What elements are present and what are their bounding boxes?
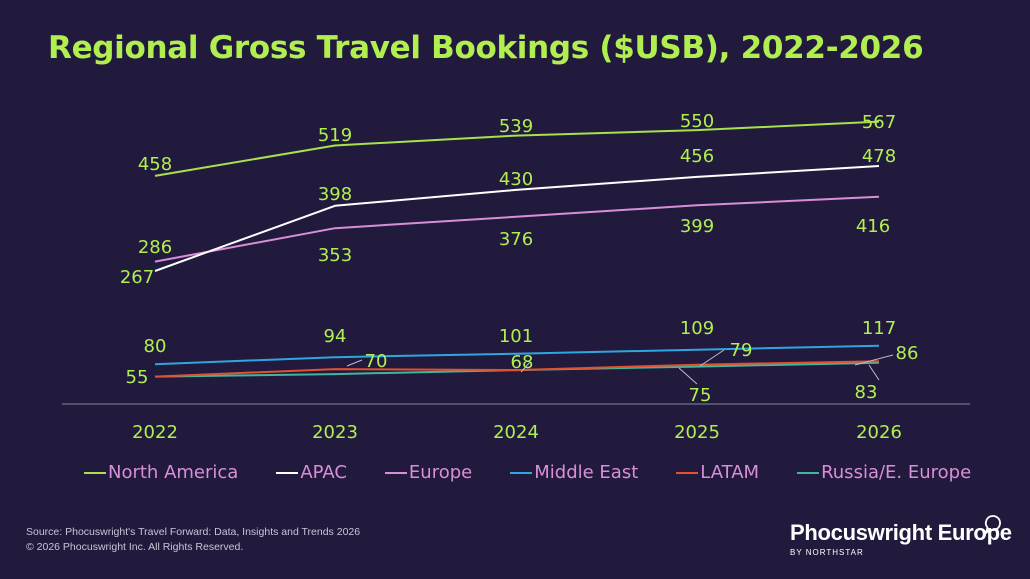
data-label: 458 bbox=[138, 154, 172, 175]
brand-name: Phocuswright Europe bbox=[790, 520, 1012, 545]
data-label: 456 bbox=[680, 146, 714, 167]
x-tick-label: 2026 bbox=[856, 422, 902, 443]
data-label: 117 bbox=[862, 318, 896, 339]
data-label: 519 bbox=[318, 125, 352, 146]
label-leader-line bbox=[854, 354, 894, 366]
legend-item: APAC bbox=[276, 462, 347, 483]
legend-item: Russia/E. Europe bbox=[797, 462, 971, 483]
legend-label: Russia/E. Europe bbox=[821, 462, 972, 483]
source-line: Source: Phocuswright's Travel Forward: D… bbox=[26, 526, 361, 538]
data-label: 550 bbox=[680, 111, 714, 132]
x-tick-label: 2025 bbox=[674, 422, 720, 443]
data-label: 430 bbox=[499, 169, 533, 190]
label-leader-line bbox=[868, 364, 880, 381]
data-label: 70 bbox=[365, 351, 388, 372]
data-label: 101 bbox=[499, 326, 533, 347]
data-label: 567 bbox=[862, 112, 896, 133]
data-label: 75 bbox=[689, 385, 712, 406]
brand-subtitle: BY NORTHSTAR bbox=[790, 548, 864, 557]
copyright-line: © 2026 Phocuswright Inc. All Rights Rese… bbox=[26, 541, 244, 553]
legend-swatch bbox=[384, 471, 407, 474]
legend-label: Middle East bbox=[534, 462, 639, 483]
chart-legend: North America APAC Europe Middle East LA… bbox=[84, 462, 1009, 483]
data-label: 79 bbox=[730, 340, 753, 361]
label-leader-line bbox=[678, 367, 698, 385]
legend-item: LATAM bbox=[676, 462, 759, 483]
data-label: 55 bbox=[126, 367, 149, 388]
x-tick-label: 2023 bbox=[312, 422, 358, 443]
data-label: 286 bbox=[138, 237, 172, 258]
legend-swatch bbox=[84, 471, 106, 474]
legend-item: Middle East bbox=[510, 462, 638, 483]
data-label: 68 bbox=[511, 352, 534, 373]
legend-item: Europe bbox=[384, 462, 473, 483]
data-label: 83 bbox=[855, 382, 878, 403]
data-label: 109 bbox=[680, 318, 714, 339]
x-tick-label: 2022 bbox=[132, 422, 178, 443]
data-label: 376 bbox=[499, 229, 533, 250]
label-leader-line bbox=[520, 361, 531, 373]
legend-swatch bbox=[510, 471, 533, 474]
data-label: 398 bbox=[318, 184, 352, 205]
x-tick-label: 2024 bbox=[493, 422, 539, 443]
speech-bubble-icon bbox=[984, 515, 1001, 536]
legend-item: North America bbox=[84, 462, 238, 483]
brand-logo: Phocuswright Europe BY NORTHSTAR bbox=[790, 515, 1012, 557]
legend-label: Europe bbox=[408, 462, 473, 483]
legend-swatch bbox=[797, 471, 820, 474]
legend-label: North America bbox=[108, 462, 239, 483]
legend-swatch bbox=[676, 471, 699, 474]
data-label: 353 bbox=[318, 245, 352, 266]
label-leader-line bbox=[346, 359, 363, 367]
legend-label: APAC bbox=[300, 462, 347, 483]
legend-swatch bbox=[276, 471, 299, 474]
label-leader-line bbox=[699, 349, 725, 367]
data-label: 94 bbox=[324, 326, 347, 347]
chart-title: Regional Gross Travel Bookings ($USB), 2… bbox=[48, 30, 924, 66]
data-label: 478 bbox=[862, 146, 896, 167]
data-label: 86 bbox=[896, 343, 919, 364]
data-label: 416 bbox=[856, 216, 890, 237]
data-label: 399 bbox=[680, 216, 714, 237]
legend-label: LATAM bbox=[700, 462, 760, 483]
data-label: 539 bbox=[499, 116, 533, 137]
data-label: 267 bbox=[120, 267, 154, 288]
data-label: 80 bbox=[144, 336, 167, 357]
source-note: Source: Phocuswright's Travel Forward: D… bbox=[26, 525, 360, 555]
